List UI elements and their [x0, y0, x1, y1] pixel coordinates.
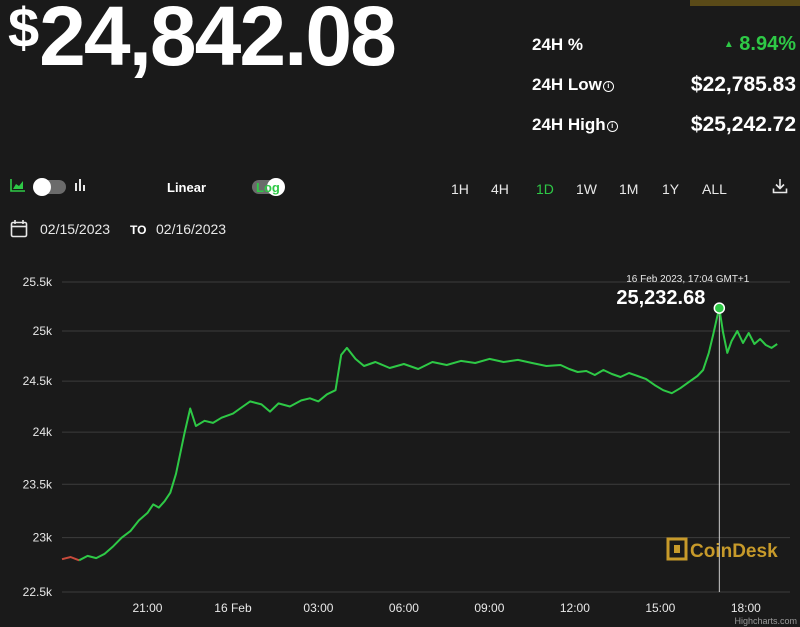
low-label: 24H Low: [532, 75, 602, 94]
currency-symbol: $: [8, 0, 39, 59]
y-tick-label: 25k: [33, 324, 53, 338]
y-tick-label: 24.5k: [23, 374, 53, 388]
price-line: [78, 307, 778, 562]
range-1d-button[interactable]: 1D: [536, 181, 554, 197]
low-label-row: 24H Low i: [532, 75, 614, 95]
chart-type-toggle[interactable]: [33, 178, 66, 196]
highcharts-credit: Highcharts.com: [734, 616, 797, 626]
download-icon[interactable]: [772, 178, 788, 199]
x-tick-label: 16 Feb: [214, 601, 252, 615]
area-chart-icon[interactable]: [10, 178, 26, 197]
x-tick-label: 21:00: [132, 601, 162, 615]
range-all-button[interactable]: ALL: [702, 181, 727, 197]
price-value: 24,842.08: [39, 0, 397, 83]
range-4h-button[interactable]: 4H: [491, 181, 509, 197]
calendar-icon[interactable]: [10, 219, 28, 243]
x-tick-label: 09:00: [474, 601, 504, 615]
x-tick-label: 18:00: [731, 601, 761, 615]
y-tick-label: 23k: [33, 531, 53, 545]
change-value: ▲ 8.94%: [724, 33, 796, 56]
x-tick-label: 15:00: [645, 601, 675, 615]
range-1y-button[interactable]: 1Y: [662, 181, 680, 197]
date-from[interactable]: 02/15/2023: [40, 221, 111, 237]
chart-grid: [62, 281, 790, 593]
x-axis-labels: 21:00 16 Feb 03:00 06:00 09:00 12:00 15:00 18:0…: [132, 601, 761, 615]
range-1m-button[interactable]: 1M: [619, 181, 639, 197]
range-1h-button[interactable]: 1H: [451, 181, 469, 197]
log-scale-label[interactable]: Log: [256, 180, 280, 195]
y-axis-labels: 22.5k 23k 23.5k 24k 24.5k 25k 25.5k: [23, 275, 53, 599]
date-to[interactable]: 02/16/2023: [156, 221, 227, 237]
hover-point: [713, 302, 726, 314]
change-percent: 8.94%: [739, 33, 796, 55]
watermark-text: CoinDesk: [690, 541, 778, 562]
high-value: $25,242.72: [690, 113, 796, 136]
top-accent-bar: [690, 0, 800, 6]
price-line-start: [61, 555, 80, 562]
x-tick-label: 12:00: [560, 601, 590, 615]
scale-toggle[interactable]: [252, 178, 286, 196]
coindesk-watermark: CoinDesk: [666, 537, 778, 562]
info-icon[interactable]: i: [602, 81, 614, 92]
y-tick-label: 25.5k: [23, 275, 53, 289]
price-chart[interactable]: 22.5k 23k 23.5k 24k 24.5k 25k 25.5k 21:00 16 Fe…: [0, 260, 800, 627]
up-triangle-icon: ▲: [723, 39, 734, 50]
current-price: $24,842.08: [8, 0, 397, 78]
coindesk-logo-icon: [666, 537, 688, 561]
x-tick-label: 03:00: [303, 601, 333, 615]
y-tick-label: 24k: [33, 425, 53, 439]
change-label: 24H %: [532, 35, 584, 54]
low-value: $22,785.83: [690, 73, 796, 96]
date-to-label: TO: [130, 223, 147, 237]
tooltip-date: 16 Feb 2023, 17:04 GMT+1: [626, 274, 750, 285]
linear-scale-label[interactable]: Linear: [167, 180, 207, 195]
tooltip-value: 25,232.68: [616, 287, 705, 309]
info-icon[interactable]: i: [606, 121, 618, 132]
x-tick-label: 06:00: [389, 601, 419, 615]
y-tick-label: 22.5k: [23, 585, 53, 599]
high-label-row: 24H High i: [532, 115, 618, 135]
bar-chart-icon[interactable]: [74, 178, 88, 197]
y-tick-label: 23.5k: [23, 477, 53, 491]
range-1w-button[interactable]: 1W: [576, 181, 597, 197]
high-label: 24H High: [532, 115, 606, 134]
